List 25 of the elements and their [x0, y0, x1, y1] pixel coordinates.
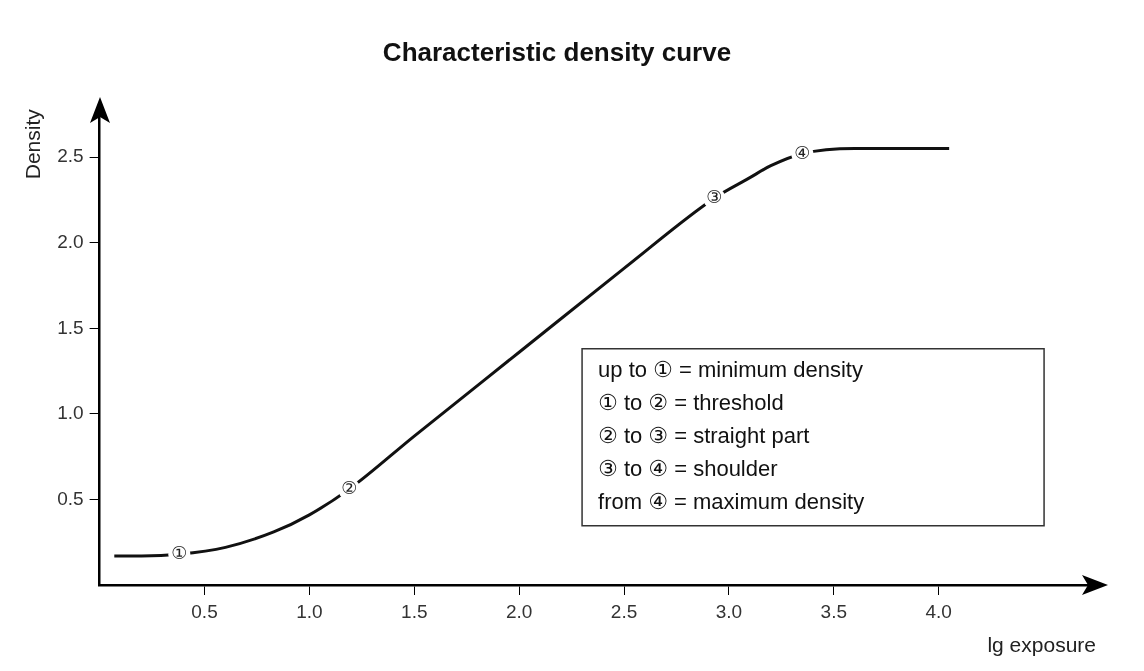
- chart-title: Characteristic density curve: [382, 36, 732, 67]
- x-tick-label: 1.5: [401, 600, 428, 622]
- annotation: ① to ② = threshold: [598, 390, 784, 416]
- annotation: up to ① = minimum density: [598, 357, 863, 383]
- x-tick-label: 3.5: [820, 600, 847, 622]
- annotation: from ④ = maximum density: [598, 489, 865, 515]
- x-tick-label: 2.0: [505, 600, 533, 622]
- y-tick-label: 1.5: [57, 316, 84, 338]
- x-tick-label: 1.0: [296, 600, 323, 622]
- annotation: ② to ③ = straight part: [598, 423, 810, 449]
- annotation: ③: [706, 187, 723, 208]
- x-tick-label: 3.0: [715, 600, 743, 622]
- y-axis-title: Density: [21, 108, 45, 180]
- x-tick-label: 4.0: [925, 600, 952, 622]
- annotation: ①: [171, 543, 188, 564]
- annotation: ②: [341, 478, 358, 499]
- x-axis-title: lg exposure: [987, 633, 1096, 657]
- annotation: ④: [794, 142, 811, 163]
- y-tick-label: 1.0: [57, 402, 84, 424]
- y-tick-label: 0.5: [57, 487, 84, 509]
- annotation: ③ to ④ = shoulder: [598, 456, 778, 482]
- y-tick-label: 2.5: [57, 145, 84, 167]
- x-tick-label: 0.5: [191, 600, 218, 622]
- x-tick-label: 2.5: [610, 600, 638, 622]
- y-tick-label: 2.0: [57, 230, 84, 252]
